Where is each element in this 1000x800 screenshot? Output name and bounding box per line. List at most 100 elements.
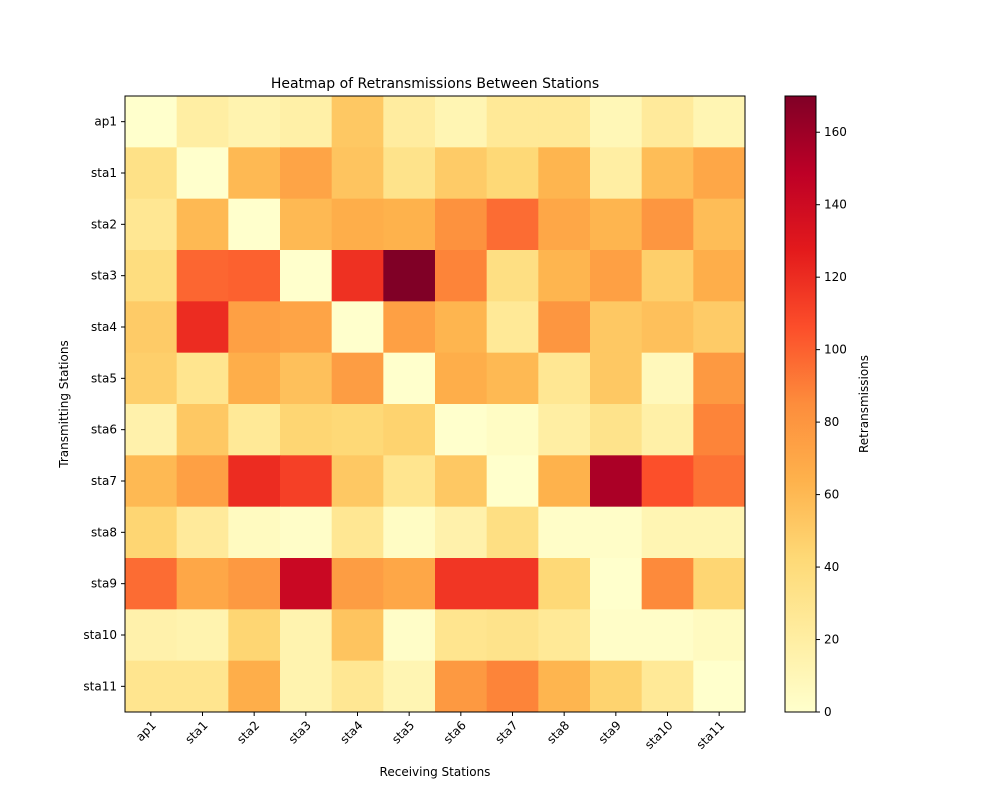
heatmap-cell-sta1-sta9 bbox=[590, 147, 643, 200]
heatmap-cell-sta10-sta10 bbox=[641, 609, 694, 662]
heatmap-cell-sta3-sta1 bbox=[176, 250, 229, 302]
heatmap-cell-ap1-sta5 bbox=[383, 96, 436, 148]
chart-title: Heatmap of Retransmissions Between Stati… bbox=[271, 76, 599, 92]
x-tick-label: sta11 bbox=[694, 718, 728, 752]
heatmap-cell-ap1-sta2 bbox=[228, 96, 281, 148]
x-tick-label: sta6 bbox=[441, 718, 469, 746]
heatmap-cell-sta7-sta4 bbox=[331, 455, 384, 508]
heatmap-cell-ap1-sta3 bbox=[280, 96, 333, 148]
colorbar-tick-label: 0 bbox=[824, 705, 832, 719]
heatmap-cell-sta11-sta4 bbox=[331, 660, 384, 713]
heatmap-cell-sta4-sta1 bbox=[176, 301, 229, 354]
heatmap-cell-sta10-ap1 bbox=[125, 609, 178, 662]
heatmap-cell-sta9-ap1 bbox=[125, 558, 178, 610]
heatmap-cell-sta2-sta2 bbox=[228, 198, 281, 251]
heatmap-cell-sta9-sta1 bbox=[176, 558, 229, 610]
heatmap-cell-sta7-sta11 bbox=[693, 455, 746, 508]
heatmap-cell-sta10-sta7 bbox=[486, 609, 539, 662]
heatmap-cell-ap1-sta10 bbox=[641, 96, 694, 148]
heatmap-cell-sta3-sta4 bbox=[331, 250, 384, 302]
y-tick-label: sta9 bbox=[91, 577, 117, 591]
heatmap-cell-sta7-sta3 bbox=[280, 455, 333, 508]
heatmap-cell-sta7-sta8 bbox=[538, 455, 591, 508]
heatmap-cell-sta2-sta1 bbox=[176, 198, 229, 251]
heatmap-cell-sta5-sta6 bbox=[435, 352, 488, 405]
heatmap-cell-sta5-sta9 bbox=[590, 352, 643, 405]
heatmap-cell-ap1-sta7 bbox=[486, 96, 539, 148]
heatmap-cell-sta6-sta1 bbox=[176, 404, 229, 456]
heatmap-cell-sta11-sta10 bbox=[641, 660, 694, 713]
heatmap-cell-sta9-sta5 bbox=[383, 558, 436, 610]
heatmap-cell-sta1-sta2 bbox=[228, 147, 281, 200]
y-tick-label: sta5 bbox=[91, 371, 117, 385]
heatmap-cell-sta8-sta10 bbox=[641, 506, 694, 559]
x-tick-label: sta2 bbox=[234, 718, 262, 746]
heatmap-cell-sta5-sta10 bbox=[641, 352, 694, 405]
heatmap-cell-sta11-ap1 bbox=[125, 660, 178, 713]
heatmap-cell-ap1-sta1 bbox=[176, 96, 229, 148]
y-tick-label: sta1 bbox=[91, 166, 117, 180]
heatmap-cell-sta2-sta6 bbox=[435, 198, 488, 251]
heatmap-cell-sta3-sta11 bbox=[693, 250, 746, 302]
heatmap-cell-sta11-sta11 bbox=[693, 660, 746, 713]
heatmap-cell-sta5-sta3 bbox=[280, 352, 333, 405]
heatmap-cell-sta4-sta3 bbox=[280, 301, 333, 354]
heatmap-cell-sta8-sta6 bbox=[435, 506, 488, 559]
heatmap-cell-sta6-sta9 bbox=[590, 404, 643, 456]
heatmap-cell-sta10-sta3 bbox=[280, 609, 333, 662]
heatmap-cell-sta2-ap1 bbox=[125, 198, 178, 251]
heatmap-cell-sta10-sta1 bbox=[176, 609, 229, 662]
heatmap-cell-sta9-sta2 bbox=[228, 558, 281, 610]
heatmap-cell-sta2-sta8 bbox=[538, 198, 591, 251]
heatmap-cell-sta4-sta11 bbox=[693, 301, 746, 354]
heatmap-cells bbox=[125, 96, 746, 713]
heatmap-cell-sta1-sta7 bbox=[486, 147, 539, 200]
heatmap-cell-sta4-ap1 bbox=[125, 301, 178, 354]
heatmap-cell-sta2-sta9 bbox=[590, 198, 643, 251]
heatmap-cell-sta11-sta2 bbox=[228, 660, 281, 713]
heatmap-cell-sta2-sta3 bbox=[280, 198, 333, 251]
heatmap-cell-sta9-sta3 bbox=[280, 558, 333, 610]
heatmap-cell-sta9-sta10 bbox=[641, 558, 694, 610]
y-tick-label: sta11 bbox=[83, 679, 117, 693]
y-tick-label: ap1 bbox=[94, 115, 117, 129]
y-tick-label: sta8 bbox=[91, 525, 117, 539]
colorbar-ticks: 0 20 40 60 80 100 120 140 160 bbox=[816, 125, 847, 719]
heatmap-cell-ap1-sta11 bbox=[693, 96, 746, 148]
heatmap-cell-sta8-sta11 bbox=[693, 506, 746, 559]
heatmap-cell-sta3-sta2 bbox=[228, 250, 281, 302]
heatmap-cell-sta5-sta7 bbox=[486, 352, 539, 405]
colorbar-label: Retransmissions bbox=[857, 355, 871, 453]
heatmap-cell-sta4-sta4 bbox=[331, 301, 384, 354]
heatmap-cell-sta9-sta4 bbox=[331, 558, 384, 610]
heatmap-cell-sta8-ap1 bbox=[125, 506, 178, 559]
plot-frame bbox=[124, 95, 746, 713]
heatmap-cell-sta3-sta5 bbox=[383, 250, 436, 302]
heatmap-cell-sta2-sta4 bbox=[331, 198, 384, 251]
heatmap-cell-sta10-sta5 bbox=[383, 609, 436, 662]
heatmap-cell-sta6-sta7 bbox=[486, 404, 539, 456]
y-tick-label: sta2 bbox=[91, 217, 117, 231]
x-tick-label: sta4 bbox=[337, 718, 365, 746]
heatmap-cell-sta3-sta9 bbox=[590, 250, 643, 302]
x-tick-label: ap1 bbox=[133, 718, 159, 744]
heatmap-cell-sta4-sta6 bbox=[435, 301, 488, 354]
heatmap-cell-sta6-sta6 bbox=[435, 404, 488, 456]
heatmap-cell-sta7-sta2 bbox=[228, 455, 281, 508]
heatmap-cell-sta9-sta11 bbox=[693, 558, 746, 610]
heatmap-cell-sta6-sta5 bbox=[383, 404, 436, 456]
heatmap-cell-sta4-sta9 bbox=[590, 301, 643, 354]
x-tick-label: sta9 bbox=[596, 718, 624, 746]
heatmap-cell-sta9-sta7 bbox=[486, 558, 539, 610]
heatmap-cell-sta5-sta2 bbox=[228, 352, 281, 405]
heatmap-cell-sta9-sta8 bbox=[538, 558, 591, 610]
heatmap-cell-ap1-sta8 bbox=[538, 96, 591, 148]
heatmap-cell-sta3-sta6 bbox=[435, 250, 488, 302]
heatmap-cell-sta11-sta6 bbox=[435, 660, 488, 713]
heatmap-cell-sta7-sta7 bbox=[486, 455, 539, 508]
heatmap-cell-sta1-sta1 bbox=[176, 147, 229, 200]
heatmap-cell-sta4-sta8 bbox=[538, 301, 591, 354]
heatmap-cell-sta8-sta1 bbox=[176, 506, 229, 559]
heatmap-cell-sta3-sta3 bbox=[280, 250, 333, 302]
